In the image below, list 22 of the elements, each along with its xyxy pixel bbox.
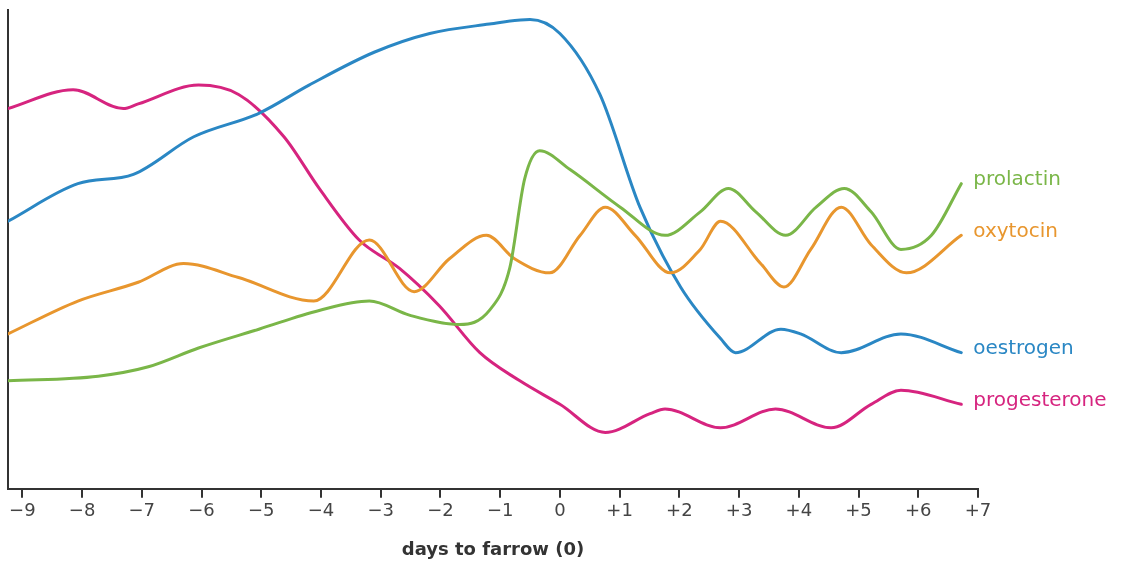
x-tick-label: +2 <box>666 499 693 521</box>
x-tick-label: −5 <box>247 499 275 521</box>
x-tick-label: +1 <box>606 499 633 521</box>
x-tick-label: −3 <box>367 499 394 521</box>
series-label: oestrogen <box>973 334 1074 359</box>
series-label: progesterone <box>973 386 1107 411</box>
series-label: prolactin <box>973 165 1061 190</box>
x-tick-label: −7 <box>128 499 156 521</box>
x-tick-label: −6 <box>188 499 215 521</box>
x-tick-label: +5 <box>845 499 872 521</box>
x-tick-label: 0 <box>554 499 566 521</box>
x-axis-title: days to farrow (0) <box>401 537 585 559</box>
x-tick-label: +6 <box>905 499 932 521</box>
x-tick-label: −9 <box>9 499 36 521</box>
x-tick-label: −8 <box>68 499 96 521</box>
x-tick-label: +4 <box>785 499 813 521</box>
x-tick-label: −2 <box>427 499 454 521</box>
series-label: oxytocin <box>973 217 1058 242</box>
x-tick-label: −4 <box>307 499 335 521</box>
x-tick-label: +7 <box>964 499 992 521</box>
x-tick-label: +3 <box>725 499 753 521</box>
x-tick-label: −1 <box>486 499 514 521</box>
